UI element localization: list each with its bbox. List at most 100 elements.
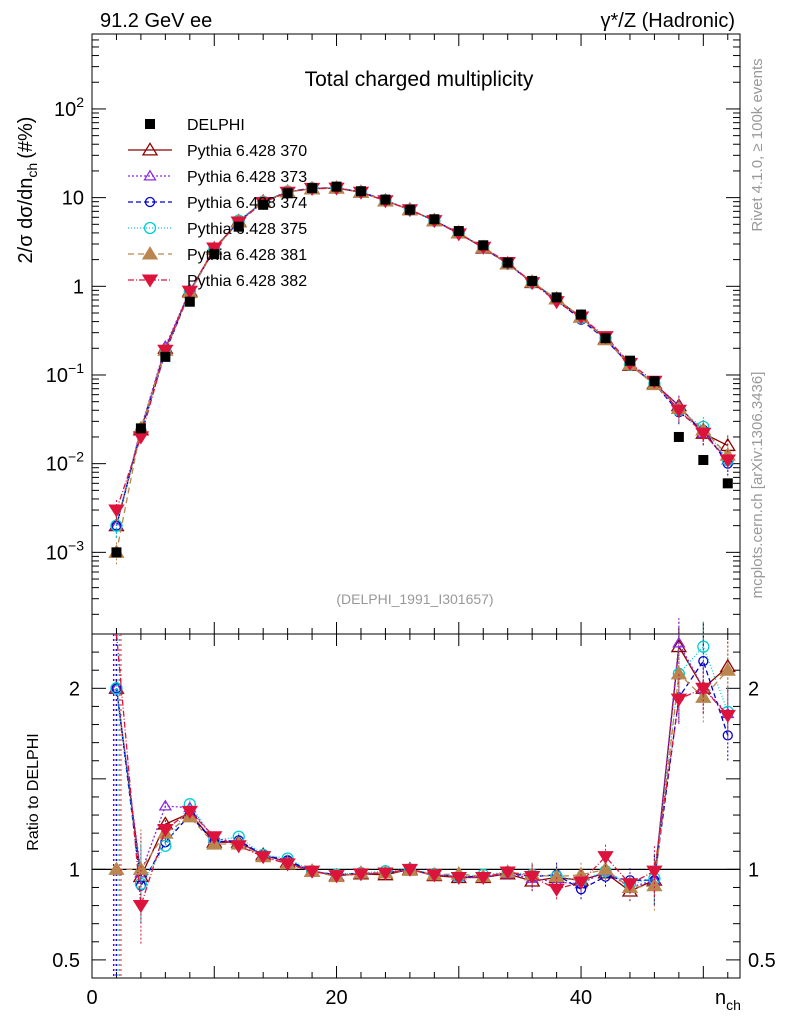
data-point: [649, 376, 660, 387]
chart-title: Total charged multiplicity: [305, 68, 534, 91]
y-tick-label: 10−1: [46, 360, 84, 387]
ratio-point-s382: [719, 709, 736, 724]
legend-marker-data: [145, 119, 155, 129]
ratio-point-s382: [572, 876, 590, 890]
ratio-point-s382: [377, 867, 394, 881]
legend-marker-s382: [141, 274, 159, 288]
data-point: [404, 204, 415, 215]
data-point: [233, 221, 244, 232]
legend-label-s370: Pythia 6.428 370: [187, 143, 307, 160]
ratio-point-s382: [621, 878, 639, 892]
x-tick-label: 20: [325, 987, 347, 1009]
ratio-point-s382: [523, 871, 541, 885]
point-s382: [719, 454, 736, 468]
data-point: [600, 333, 611, 344]
series-delphi: [111, 181, 733, 558]
legend-entry-s373: Pythia 6.428 373: [128, 169, 307, 186]
data-point: [209, 249, 220, 260]
legend-label-data: DELPHI: [187, 117, 245, 134]
ratio-point-s375: [697, 640, 710, 653]
ratio-series-s374: [111, 634, 733, 978]
ratio-tick-label-right: 2: [748, 678, 759, 700]
ratio-point-s382: [352, 868, 370, 882]
legend-label-s381: Pythia 6.428 381: [187, 247, 307, 264]
header-process: γ*/Z (Hadronic): [601, 10, 735, 32]
ratio-point-s382: [499, 866, 516, 880]
ratio-point-s381: [132, 861, 150, 875]
ratio-series-s382: [115, 633, 736, 978]
mcplots-label: mcplots.cern.ch [arXiv:1306.3436]: [749, 372, 766, 599]
point-s382: [157, 344, 174, 358]
x-tick-label: 0: [86, 987, 97, 1009]
ratio-point-s381: [719, 662, 736, 676]
ratio-point-s382: [157, 823, 174, 838]
point-s382: [181, 285, 198, 299]
main-ylabel: 2/σ dσ/dnch(#%): [15, 117, 40, 264]
data-point: [673, 431, 684, 442]
ratio-line-s381: [116, 669, 729, 889]
ratio-point-s382: [646, 865, 663, 879]
ratio-series-s375: [110, 621, 734, 978]
ratio-tick-label-right: 0.5: [748, 950, 776, 972]
ratio-point-s382: [279, 858, 296, 872]
ratio-point-s373: [672, 636, 686, 648]
ratio-tick-label-right: 1: [748, 859, 759, 881]
data-point: [184, 296, 195, 307]
data-point: [429, 214, 440, 225]
series-line-s373: [115, 187, 729, 526]
ratio-point-s382: [695, 682, 712, 696]
ratio-series-s381: [108, 634, 736, 978]
ratio-point-s382: [426, 869, 443, 883]
ratio-point-s381: [108, 861, 125, 875]
ratio-point-s382: [475, 871, 492, 886]
data-point: [135, 423, 146, 434]
legend-entry-s374: Pythia 6.428 374: [128, 195, 307, 212]
data-point: [453, 226, 464, 237]
legend-marker-s373: [143, 169, 157, 181]
ratio-point-s382: [303, 865, 321, 879]
data-point: [258, 199, 269, 210]
ratio-ylabel: Ratio to DELPHI: [25, 733, 42, 850]
legend-entry-s381: Pythia 6.428 381: [128, 246, 307, 264]
ratio-tick-label: 2: [69, 678, 80, 700]
ratio-tick-label: 1: [69, 859, 80, 881]
series-line-s370: [115, 187, 729, 526]
legend-marker-s370: [141, 142, 159, 156]
ratio-series-s370: [108, 621, 736, 978]
ratio-point-s374: [111, 683, 122, 694]
data-point: [527, 275, 538, 286]
ratio-point-s382: [597, 851, 614, 865]
ratio-point-s382: [132, 900, 150, 914]
data-point: [502, 257, 513, 268]
data-point: [576, 309, 587, 320]
point-s382: [206, 242, 223, 256]
legend-label-s373: Pythia 6.428 373: [187, 169, 307, 186]
x-axis-label: nch: [715, 987, 741, 1013]
ratio-point-s382: [206, 831, 223, 845]
ratio-point-s382: [450, 871, 467, 886]
legend-entry-s382: Pythia 6.428 382: [128, 273, 307, 290]
data-point: [624, 355, 635, 366]
data-point: [551, 292, 562, 303]
point-s382: [132, 431, 150, 445]
y-tick-label: 10−2: [46, 449, 84, 476]
data-point: [111, 547, 122, 558]
ratio-point-s382: [230, 840, 247, 854]
ratio-line-s375: [115, 645, 729, 886]
ratio-line-s374: [115, 659, 729, 891]
legend-label-s382: Pythia 6.428 382: [187, 273, 307, 290]
data-point: [331, 181, 342, 192]
ratio-point-s382: [401, 863, 419, 877]
legend-entry-s375: Pythia 6.428 375: [128, 221, 307, 238]
legend-marker-s381: [141, 246, 159, 260]
legend-label-s374: Pythia 6.428 374: [187, 195, 307, 212]
data-point: [160, 351, 171, 362]
header-energy: 91.2 GeV ee: [100, 10, 212, 32]
ratio-tick-label: 0.5: [52, 950, 80, 972]
series-line-s375: [115, 187, 729, 526]
rivet-version-label: Rivet 4.1.0, ≥ 100k events: [749, 58, 766, 231]
ratio-point-s382: [328, 870, 345, 884]
y-tick-label: 102: [54, 94, 84, 121]
data-point: [698, 454, 709, 465]
